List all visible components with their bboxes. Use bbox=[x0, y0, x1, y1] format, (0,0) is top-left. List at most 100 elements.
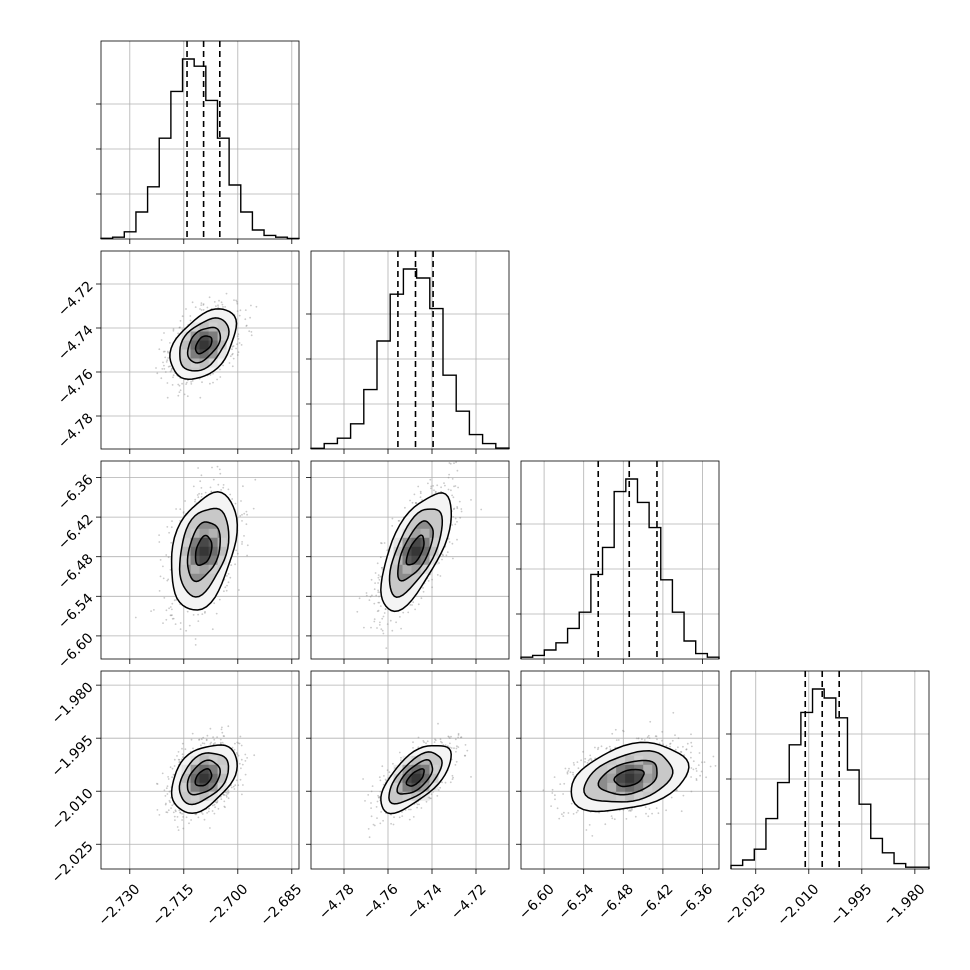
scatter-point bbox=[241, 520, 243, 522]
contour-line bbox=[179, 317, 230, 372]
density-cell bbox=[411, 537, 421, 547]
scatter-point bbox=[200, 744, 202, 747]
histogram-panel-2 bbox=[516, 460, 720, 664]
scatter-point bbox=[168, 607, 171, 610]
scatter-point bbox=[417, 485, 420, 488]
density-cell bbox=[420, 564, 430, 574]
scatter-point bbox=[206, 734, 209, 737]
scatter-point bbox=[176, 755, 178, 757]
scatter-point bbox=[215, 305, 217, 307]
scatter-point bbox=[233, 788, 236, 790]
density-cell bbox=[190, 791, 200, 801]
scatter-panel-3-1 bbox=[306, 670, 510, 874]
scatter-point bbox=[188, 624, 191, 627]
density-cell bbox=[181, 349, 191, 359]
scatter-point bbox=[181, 382, 184, 385]
scatter-point bbox=[229, 576, 232, 579]
scatter-point bbox=[245, 325, 248, 327]
density-cell bbox=[199, 564, 209, 574]
scatter-point bbox=[220, 489, 223, 491]
scatter-point bbox=[194, 644, 197, 646]
scatter-point bbox=[239, 735, 242, 738]
scatter-point bbox=[393, 816, 395, 819]
scatter-point bbox=[374, 572, 377, 574]
density-cell bbox=[411, 555, 421, 565]
scatter-point bbox=[162, 361, 164, 364]
scatter-point bbox=[176, 826, 179, 828]
scatter-point bbox=[164, 371, 167, 373]
scatter-point bbox=[165, 361, 168, 363]
scatter-point bbox=[221, 726, 223, 729]
scatter-point bbox=[238, 762, 241, 765]
density-cell bbox=[181, 555, 191, 565]
scatter-point bbox=[182, 511, 185, 513]
scatter-point bbox=[454, 523, 457, 526]
scatter-point bbox=[381, 566, 383, 569]
scatter-point bbox=[173, 815, 176, 818]
scatter-point bbox=[175, 599, 178, 601]
density-cell bbox=[208, 340, 218, 350]
density-cell bbox=[208, 555, 218, 565]
scatter-point bbox=[246, 554, 249, 557]
scatter-point bbox=[217, 483, 220, 486]
scatter-point bbox=[217, 807, 220, 810]
scatter-point bbox=[169, 606, 172, 608]
scatter-point bbox=[177, 383, 180, 386]
scatter-point bbox=[203, 742, 206, 745]
scatter-point bbox=[160, 339, 163, 341]
scatter-point bbox=[171, 602, 174, 605]
scatter-point bbox=[198, 739, 200, 741]
scatter-point bbox=[163, 332, 165, 334]
scatter-point bbox=[219, 741, 222, 744]
scatter-point bbox=[164, 350, 166, 353]
scatter-point bbox=[414, 502, 417, 504]
scatter-point bbox=[375, 594, 378, 597]
scatter-point bbox=[452, 508, 455, 511]
scatter-point bbox=[169, 766, 172, 769]
scatter-point bbox=[172, 811, 175, 814]
scatter-point bbox=[182, 512, 185, 514]
density-cell bbox=[199, 349, 209, 359]
scatter-point bbox=[165, 802, 167, 805]
scatter-point bbox=[231, 352, 234, 355]
scatter-point bbox=[164, 795, 167, 797]
density-cell bbox=[420, 546, 430, 556]
scatter-point bbox=[452, 557, 454, 560]
scatter-point bbox=[379, 575, 382, 578]
scatter-point bbox=[400, 627, 402, 630]
scatter-point bbox=[397, 520, 400, 522]
scatter-point bbox=[213, 738, 216, 741]
scatter-point bbox=[183, 393, 186, 396]
scatter-point bbox=[211, 628, 214, 631]
scatter-point bbox=[255, 305, 258, 308]
scatter-point bbox=[171, 384, 174, 386]
scatter-point bbox=[436, 574, 439, 576]
scatter-point bbox=[167, 776, 170, 778]
scatter-point bbox=[220, 301, 223, 304]
scatter-point bbox=[441, 553, 444, 556]
scatter-point bbox=[158, 814, 161, 816]
histogram-panel-1 bbox=[306, 250, 510, 454]
scatter-point bbox=[242, 485, 244, 488]
scatter-point bbox=[176, 816, 179, 818]
scatter-point bbox=[178, 326, 181, 329]
scatter-point bbox=[165, 554, 168, 556]
scatter-point bbox=[227, 797, 230, 800]
scatter-point bbox=[381, 617, 384, 620]
scatter-point bbox=[439, 575, 442, 577]
scatter-point bbox=[210, 490, 213, 493]
scatter-point bbox=[456, 538, 458, 541]
scatter-point bbox=[170, 369, 173, 372]
scatter-point bbox=[171, 608, 173, 611]
scatter-point bbox=[409, 499, 411, 502]
scatter-point bbox=[377, 601, 380, 604]
scatter-point bbox=[214, 806, 217, 809]
scatter-point bbox=[249, 316, 252, 319]
scatter-point bbox=[162, 577, 165, 580]
scatter-point bbox=[202, 736, 205, 739]
scatter-point bbox=[225, 794, 228, 797]
scatter-point bbox=[364, 800, 366, 802]
scatter-point bbox=[231, 746, 234, 749]
scatter-point bbox=[216, 378, 219, 381]
density-cell bbox=[199, 340, 209, 350]
